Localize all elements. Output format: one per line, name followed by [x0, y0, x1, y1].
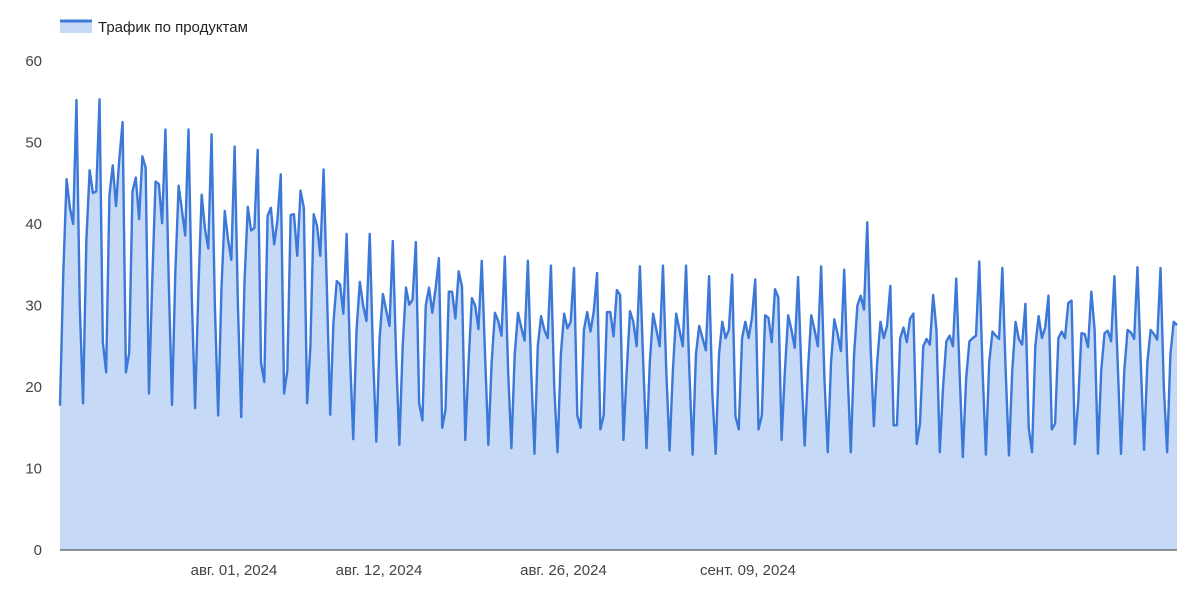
y-tick-label: 40	[25, 216, 42, 233]
y-tick-label: 60	[25, 53, 42, 70]
plot-area	[58, 98, 1178, 550]
y-tick-label: 0	[34, 542, 42, 559]
series-area	[60, 99, 1177, 550]
series-line	[58, 98, 1178, 459]
legend: Трафик по продуктам	[60, 19, 248, 36]
x-tick-label: сент. 09, 2024	[700, 562, 796, 579]
x-tick-label: авг. 01, 2024	[191, 562, 278, 579]
y-tick-label: 10	[25, 461, 42, 478]
x-axis-ticks: авг. 01, 2024 авг. 12, 2024 авг. 26, 2024 с…	[191, 562, 796, 579]
y-tick-label: 50	[25, 135, 42, 152]
x-tick-label: авг. 12, 2024	[336, 562, 423, 579]
legend-label: Трафик по продуктам	[98, 19, 248, 36]
y-tick-label: 20	[25, 379, 42, 396]
y-tick-label: 30	[25, 298, 42, 315]
legend-swatch	[60, 21, 92, 33]
x-tick-label: авг. 26, 2024	[520, 562, 607, 579]
y-axis-ticks: 0 10 20 30 40 50 60	[25, 53, 42, 559]
